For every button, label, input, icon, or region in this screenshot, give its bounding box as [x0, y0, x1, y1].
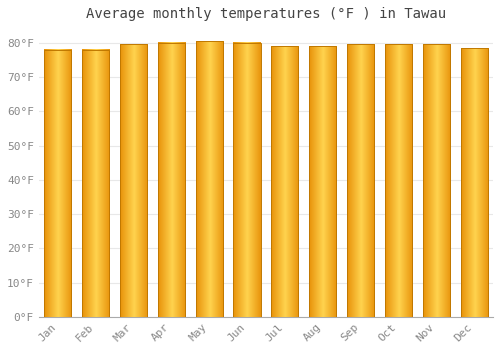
Bar	[82, 50, 109, 317]
Bar	[347, 44, 374, 317]
Bar	[460, 48, 488, 317]
Bar	[234, 43, 260, 317]
Bar	[309, 46, 336, 317]
Bar	[385, 44, 412, 317]
Bar	[422, 44, 450, 317]
Bar	[196, 41, 223, 317]
Bar	[158, 43, 185, 317]
Title: Average monthly temperatures (°F ) in Tawau: Average monthly temperatures (°F ) in Ta…	[86, 7, 446, 21]
Bar	[44, 50, 72, 317]
Bar	[271, 46, 298, 317]
Bar	[120, 44, 147, 317]
